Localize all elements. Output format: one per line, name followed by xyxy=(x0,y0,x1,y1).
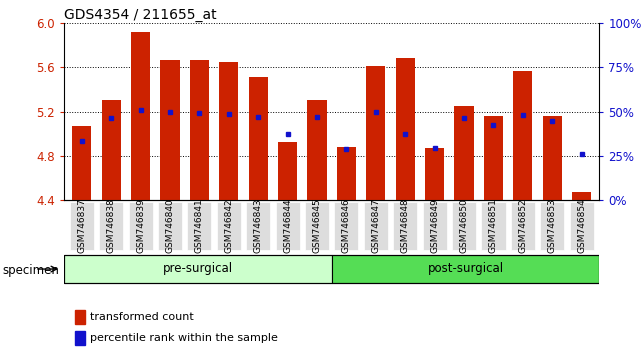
Bar xyxy=(75,331,85,345)
FancyBboxPatch shape xyxy=(570,201,594,250)
Bar xyxy=(131,32,150,200)
Text: GSM746848: GSM746848 xyxy=(401,198,410,253)
FancyBboxPatch shape xyxy=(364,201,388,250)
Text: GSM746853: GSM746853 xyxy=(548,198,557,253)
Text: GSM746847: GSM746847 xyxy=(371,198,380,253)
Bar xyxy=(395,58,415,200)
Bar xyxy=(249,77,268,200)
FancyBboxPatch shape xyxy=(481,201,506,250)
Text: specimen: specimen xyxy=(2,264,59,276)
Bar xyxy=(366,66,385,200)
Text: GSM746854: GSM746854 xyxy=(577,198,586,253)
FancyBboxPatch shape xyxy=(331,255,599,283)
FancyBboxPatch shape xyxy=(540,201,564,250)
FancyBboxPatch shape xyxy=(393,201,417,250)
FancyBboxPatch shape xyxy=(452,201,476,250)
Text: transformed count: transformed count xyxy=(90,312,194,322)
Bar xyxy=(219,62,238,200)
Text: GSM746837: GSM746837 xyxy=(78,198,87,253)
Text: post-surgical: post-surgical xyxy=(428,262,504,275)
FancyBboxPatch shape xyxy=(187,201,212,250)
Bar xyxy=(308,101,326,200)
Text: GSM746839: GSM746839 xyxy=(136,198,145,253)
Text: percentile rank within the sample: percentile rank within the sample xyxy=(90,333,278,343)
Bar xyxy=(75,310,85,324)
FancyBboxPatch shape xyxy=(422,201,447,250)
FancyBboxPatch shape xyxy=(99,201,123,250)
Text: GSM746850: GSM746850 xyxy=(460,198,469,253)
Bar xyxy=(101,101,121,200)
Text: GSM746844: GSM746844 xyxy=(283,198,292,253)
Bar xyxy=(572,192,591,200)
FancyBboxPatch shape xyxy=(70,201,94,250)
FancyBboxPatch shape xyxy=(158,201,182,250)
Text: GSM746846: GSM746846 xyxy=(342,198,351,253)
FancyBboxPatch shape xyxy=(335,201,358,250)
Text: GSM746849: GSM746849 xyxy=(430,198,439,253)
FancyBboxPatch shape xyxy=(246,201,271,250)
Bar xyxy=(454,106,474,200)
FancyBboxPatch shape xyxy=(64,255,331,283)
Text: GSM746842: GSM746842 xyxy=(224,198,233,253)
Text: GSM746852: GSM746852 xyxy=(519,198,528,253)
Text: GSM746843: GSM746843 xyxy=(254,198,263,253)
Bar xyxy=(513,70,533,200)
Text: GSM746841: GSM746841 xyxy=(195,198,204,253)
FancyBboxPatch shape xyxy=(511,201,535,250)
Bar xyxy=(425,148,444,200)
FancyBboxPatch shape xyxy=(217,201,241,250)
Bar xyxy=(337,147,356,200)
Bar xyxy=(72,126,91,200)
Text: GSM746838: GSM746838 xyxy=(106,198,115,253)
Bar xyxy=(190,59,209,200)
Bar xyxy=(160,59,179,200)
Text: GSM746840: GSM746840 xyxy=(165,198,174,253)
Bar xyxy=(543,116,562,200)
Bar xyxy=(278,143,297,200)
FancyBboxPatch shape xyxy=(276,201,299,250)
Text: GSM746851: GSM746851 xyxy=(489,198,498,253)
Text: GSM746845: GSM746845 xyxy=(313,198,322,253)
FancyBboxPatch shape xyxy=(305,201,329,250)
Text: pre-surgical: pre-surgical xyxy=(163,262,233,275)
Text: GDS4354 / 211655_at: GDS4354 / 211655_at xyxy=(64,8,217,22)
FancyBboxPatch shape xyxy=(128,201,153,250)
Bar xyxy=(484,116,503,200)
